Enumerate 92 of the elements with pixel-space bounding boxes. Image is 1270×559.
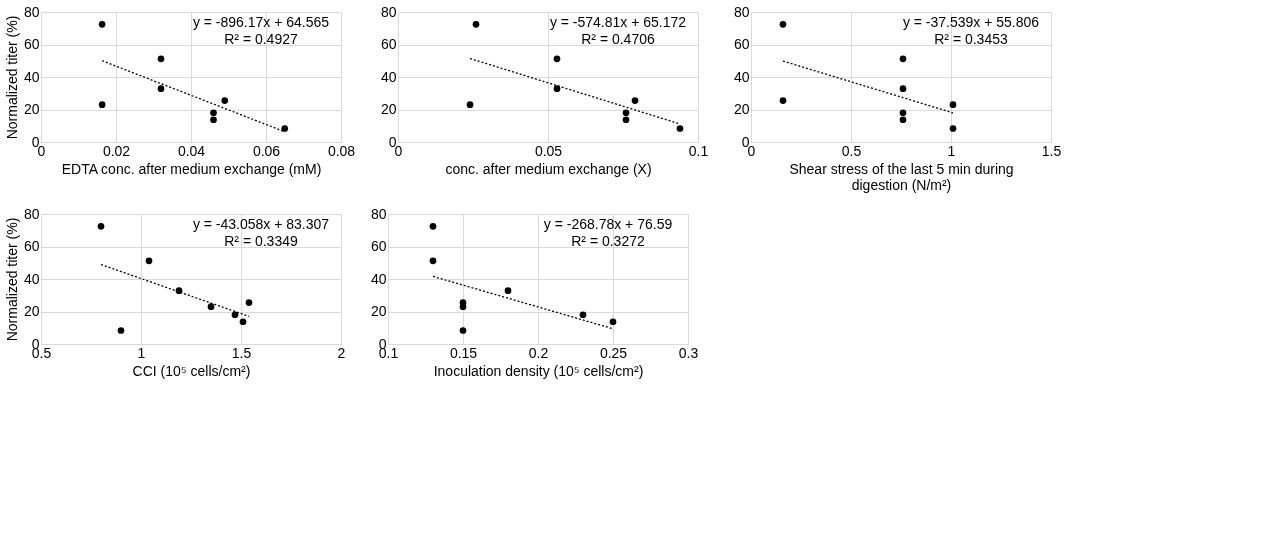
y-tick-label: 80 xyxy=(23,205,40,222)
point xyxy=(622,109,630,117)
point xyxy=(466,101,474,108)
point xyxy=(459,303,467,310)
point xyxy=(899,55,907,63)
y-tick-label: 40 xyxy=(23,68,40,85)
x-tick-label: 2 xyxy=(337,344,346,361)
point xyxy=(899,85,907,93)
point xyxy=(210,109,217,117)
annotation: y = -37.539x + 55.806 xyxy=(902,14,1040,30)
x-tick-label: 0.3 xyxy=(678,344,699,361)
point xyxy=(117,327,125,334)
point xyxy=(175,287,183,295)
point xyxy=(472,21,480,28)
x-tick-label: 1 xyxy=(137,344,146,361)
point xyxy=(245,299,253,306)
y-tick-label: 20 xyxy=(23,101,40,117)
point xyxy=(504,287,512,295)
point xyxy=(429,257,437,265)
x-tick-label: 0.2 xyxy=(528,344,549,361)
y-tick-label: 60 xyxy=(23,36,40,52)
point xyxy=(949,101,957,108)
point xyxy=(98,101,106,108)
y-tick-label: 20 xyxy=(380,101,397,117)
x-tick-label: 1 xyxy=(947,142,956,159)
x-tick-label: 0.06 xyxy=(252,142,281,159)
y-tick-label: 80 xyxy=(23,3,40,20)
x-axis-title: conc. after medium exchange (X) xyxy=(445,160,652,177)
x-tick-label: 1.5 xyxy=(231,344,252,361)
y-tick-label: 40 xyxy=(733,68,750,85)
point xyxy=(210,116,217,124)
annotation: y = -43.058x + 83.307 xyxy=(192,216,330,232)
y-tick-label: 20 xyxy=(370,303,387,319)
point xyxy=(579,311,587,319)
point xyxy=(459,327,467,334)
y-tick-label: 60 xyxy=(23,238,40,254)
y-tick-label: 80 xyxy=(380,3,397,20)
point xyxy=(281,125,289,132)
y-tick-label: 40 xyxy=(370,270,387,287)
point xyxy=(899,116,907,124)
point xyxy=(231,311,239,319)
point xyxy=(949,125,957,132)
annotation: R² = 0.4927 xyxy=(224,31,298,47)
x-axis-title: Shear stress of the last 5 min during digestion (N/m²) xyxy=(789,160,1014,193)
point xyxy=(157,55,165,63)
annotation: y = -268.78x + 76.59 xyxy=(543,216,673,232)
x-tick-label: 0.5 xyxy=(841,142,862,159)
point xyxy=(676,125,684,132)
point xyxy=(98,21,106,28)
y-axis-title: Normalized titer (%) xyxy=(3,217,20,342)
annotation: R² = 0.4706 xyxy=(581,31,655,47)
point xyxy=(779,97,787,104)
point xyxy=(899,109,907,117)
y-axis-title: Normalized titer (%) xyxy=(3,15,20,140)
x-tick-label: 0.02 xyxy=(102,142,131,159)
y-tick-label: 20 xyxy=(733,101,750,117)
point xyxy=(779,21,787,28)
x-tick-label: 1.5 xyxy=(1041,142,1062,159)
y-tick-label: 40 xyxy=(380,68,397,85)
x-tick-label: 0.15 xyxy=(449,344,478,361)
point xyxy=(429,223,437,230)
y-tick-label: 40 xyxy=(23,270,40,287)
x-axis-title: CCI (10⁵ cells/cm²) xyxy=(132,362,251,379)
point xyxy=(239,318,247,326)
annotation: R² = 0.3349 xyxy=(224,233,298,249)
x-tick-label: 0.08 xyxy=(327,142,356,159)
y-tick-label: 80 xyxy=(370,205,387,222)
annotation: R² = 0.3453 xyxy=(934,31,1008,47)
point xyxy=(553,85,561,93)
x-axis-title: EDTA conc. after medium exchange (mM) xyxy=(61,160,322,177)
x-tick-label: 0.05 xyxy=(534,142,563,159)
y-tick-label: 80 xyxy=(733,3,750,20)
point xyxy=(631,97,639,104)
x-axis-title: Inoculation density (10⁵ cells/cm²) xyxy=(433,362,644,379)
point xyxy=(207,303,215,310)
point xyxy=(622,116,630,124)
x-tick-label: 0.25 xyxy=(599,344,628,361)
y-tick-label: 60 xyxy=(370,238,387,254)
point xyxy=(609,318,617,326)
annotation: y = -574.81x + 65.172 xyxy=(549,14,687,30)
annotation: y = -896.17x + 64.565 xyxy=(192,14,330,30)
point xyxy=(145,257,153,265)
y-tick-label: 60 xyxy=(380,36,397,52)
point xyxy=(553,55,561,63)
point xyxy=(221,97,229,104)
x-tick-label: 0.04 xyxy=(177,142,206,159)
annotation: R² = 0.3272 xyxy=(571,233,645,249)
point xyxy=(157,85,165,93)
point xyxy=(97,223,105,230)
x-tick-label: 0.1 xyxy=(688,142,709,159)
y-tick-label: 60 xyxy=(733,36,750,52)
y-tick-label: 20 xyxy=(23,303,40,319)
